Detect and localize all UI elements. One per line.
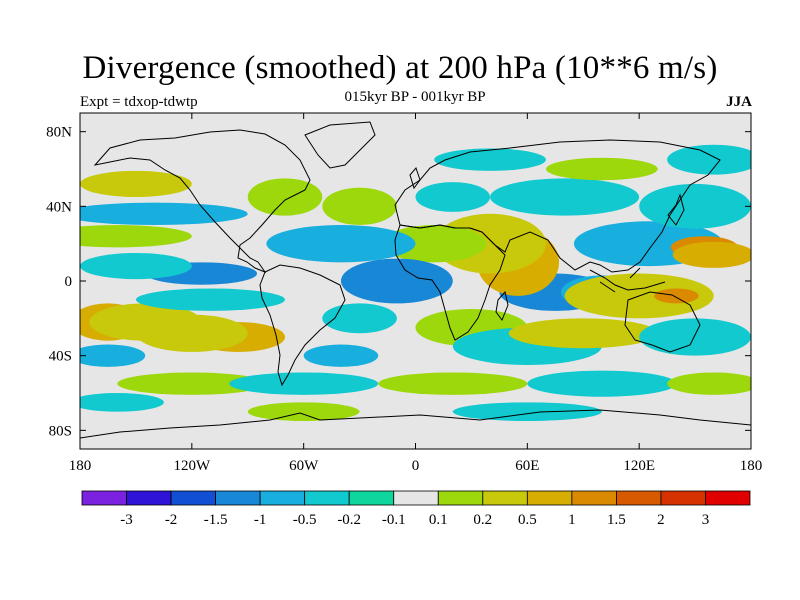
coast-madagascar	[495, 290, 509, 322]
x-tick-label: 120E	[623, 458, 655, 474]
field-region	[527, 370, 677, 397]
field-region	[639, 183, 751, 229]
field-region	[80, 253, 192, 280]
colorbar-label: 1	[568, 512, 576, 528]
colorbar-label: 0.2	[473, 512, 492, 528]
field-region	[639, 318, 751, 356]
coast-africa	[394, 224, 506, 341]
field-region	[80, 344, 146, 367]
colorbar-label: 3	[702, 512, 710, 528]
colorbar-label: 0.1	[429, 512, 448, 528]
field-region	[247, 178, 323, 216]
field-region	[117, 372, 267, 395]
colorbar-swatch	[81, 490, 127, 506]
colorbar-swatch	[393, 490, 439, 506]
field-region	[322, 303, 397, 334]
field-region	[80, 170, 192, 197]
longitude-axis: 180 120W 60W 0 60E 120E 180	[69, 113, 763, 474]
field-region	[80, 225, 192, 248]
colorbar-swatch	[126, 490, 172, 506]
field-region	[508, 318, 658, 349]
field-region	[229, 372, 379, 395]
divergence-field	[80, 144, 751, 421]
x-tick-label: 0	[412, 458, 420, 474]
colorbar-swatch	[616, 490, 662, 506]
colorbar-swatch	[660, 490, 706, 506]
colorbar-label: -3	[120, 512, 133, 528]
colorbar-label: -0.2	[337, 512, 361, 528]
colorbar-swatch	[482, 490, 528, 506]
field-region	[667, 372, 751, 395]
y-tick-label: 80S	[49, 423, 72, 439]
x-tick-label: 60W	[289, 458, 319, 474]
coast-britain	[409, 167, 421, 190]
y-tick-label: 40N	[46, 199, 72, 215]
coast-indonesia	[589, 267, 666, 293]
map-panel	[79, 112, 752, 450]
field-region	[322, 187, 397, 225]
field-region	[654, 288, 699, 304]
field-region	[340, 258, 453, 304]
colorbar-swatch	[348, 490, 395, 506]
colorbar-label: -0.1	[382, 512, 406, 528]
field-region	[490, 178, 640, 216]
field-region	[381, 225, 487, 263]
coast-greenland	[304, 121, 376, 169]
colorbar-swatch	[526, 490, 573, 506]
field-region	[303, 344, 379, 367]
colorbar-label: 0.5	[518, 512, 537, 528]
field-region	[434, 148, 546, 171]
coast-north-america	[93, 129, 311, 274]
field-region	[80, 393, 164, 412]
colorbar-swatch	[571, 490, 617, 506]
x-tick-label: 60E	[515, 458, 539, 474]
colorbar-label: 1.5	[607, 512, 626, 528]
field-region	[135, 314, 248, 352]
coast-south-america	[259, 264, 346, 387]
colorbar-label: -2	[165, 512, 178, 528]
colorbar-swatch	[304, 490, 350, 506]
experiment-label: Expt = tdxop-tdwtp	[80, 94, 198, 110]
x-tick-label: 180	[69, 458, 92, 474]
colorbar-swatch	[437, 490, 484, 506]
chart-title: Divergence (smoothed) at 200 hPa (10**6 …	[82, 50, 718, 86]
field-region	[266, 225, 416, 263]
field-region	[247, 402, 360, 421]
latitude-axis: 80N 40N 0 40S 80S	[46, 125, 751, 439]
field-region	[80, 202, 248, 225]
y-tick-label: 80N	[46, 125, 72, 141]
coast-japan	[667, 193, 685, 226]
colorbar-label: -1.5	[204, 512, 228, 528]
colorbar-label: 2	[657, 512, 665, 528]
coast-australia	[624, 291, 701, 353]
field-region	[545, 157, 658, 181]
y-tick-label: 0	[65, 274, 73, 290]
colorbar-label: -1	[254, 512, 267, 528]
colorbar: -3 -2 -1.5 -1 -0.5 -0.2 -0.1 0.1 0.2 0.5 1 1.5 2 3	[81, 490, 751, 528]
field-region	[667, 144, 751, 175]
season-label: JJA	[726, 94, 752, 110]
x-tick-label: 120W	[173, 458, 211, 474]
field-region	[378, 372, 528, 395]
colorbar-swatch	[259, 490, 306, 506]
field-region	[135, 288, 286, 311]
y-tick-label: 40S	[49, 349, 72, 365]
colorbar-label: -0.5	[293, 512, 317, 528]
field-region	[415, 182, 491, 212]
colorbar-swatch	[705, 490, 751, 506]
colorbar-swatch	[170, 490, 216, 506]
chart-subtitle: 015kyr BP - 001kyr BP	[344, 89, 486, 105]
colorbar-swatch	[215, 490, 261, 506]
coast-antarctica	[80, 409, 751, 439]
field-region	[452, 402, 602, 421]
coastlines	[80, 121, 751, 439]
field-region	[672, 241, 751, 268]
x-tick-label: 180	[740, 458, 763, 474]
